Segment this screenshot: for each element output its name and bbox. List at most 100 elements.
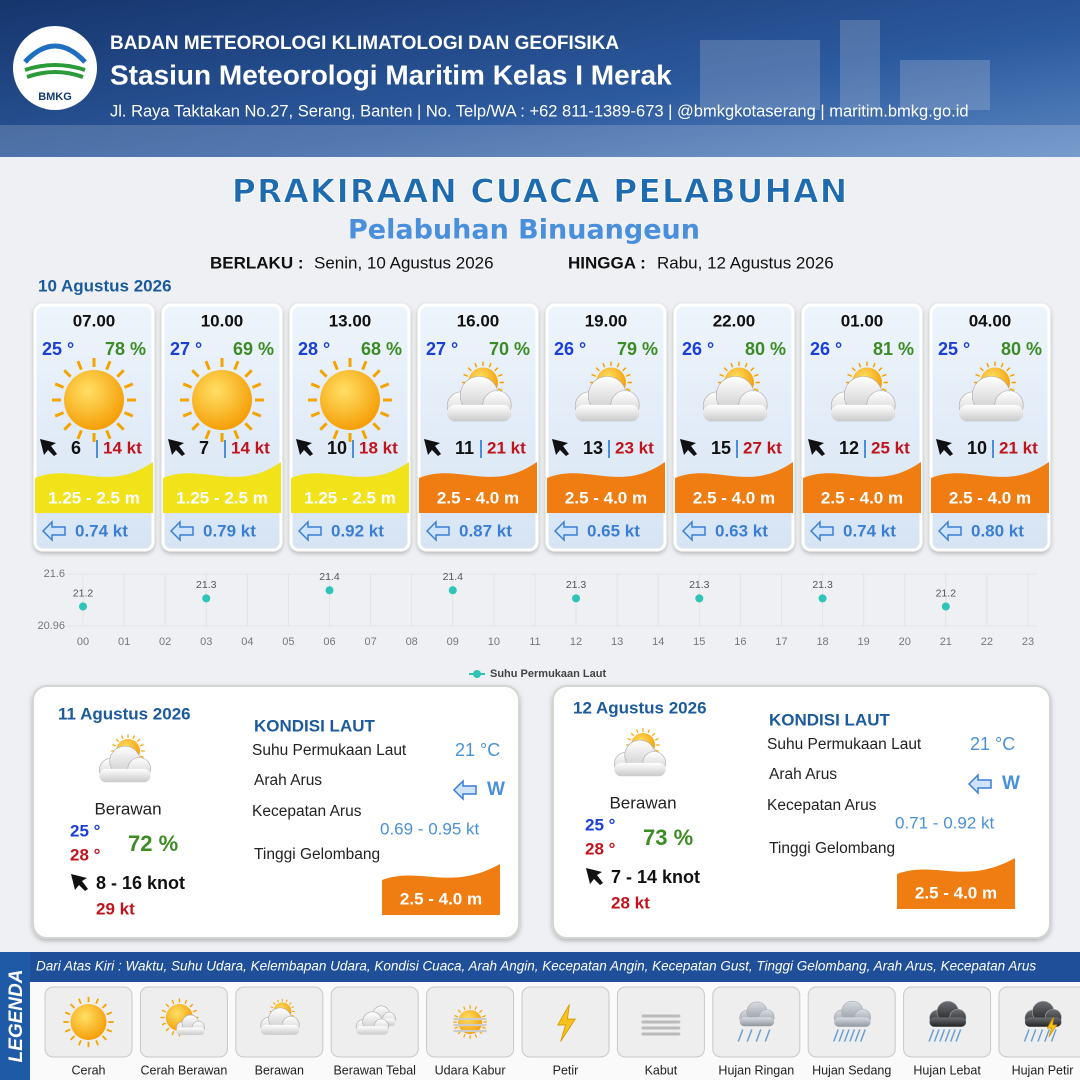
sun-ray [192, 1009, 198, 1013]
sun-ray [101, 1003, 107, 1009]
point-label: 21.3 [812, 579, 833, 591]
sun [192, 370, 252, 430]
rain [1050, 1029, 1057, 1042]
legend-item: Udara Kabur [435, 1063, 506, 1077]
sun [64, 370, 124, 430]
rain [1037, 1029, 1044, 1042]
x-tick-label: 19 [858, 636, 870, 648]
sun-ray [116, 369, 125, 378]
sun-ray [285, 999, 288, 1003]
sun-ray [463, 1006, 466, 1011]
sun-ray [95, 998, 99, 1005]
wave-band [382, 864, 500, 915]
point [695, 594, 704, 603]
x-tick-label: 06 [323, 636, 335, 648]
slot-gust: 14 kt [103, 438, 142, 457]
weather-icon [832, 1000, 871, 1042]
sun-ray [454, 1026, 459, 1029]
sun-ray [463, 373, 469, 377]
legend-item: Hujan Sedang [812, 1063, 891, 1077]
x-tick-label: 12 [570, 636, 582, 648]
sun-ray [112, 744, 117, 747]
sea-heading: KONDISI LAUT [769, 710, 891, 729]
current-arrow [937, 520, 962, 542]
slot-time: 01.00 [841, 311, 884, 330]
slot-humidity: 81 % [873, 339, 914, 359]
cloud [574, 376, 640, 422]
sun [70, 1004, 107, 1040]
slot-humidity: 80 % [1001, 339, 1042, 359]
sun-ray [654, 749, 659, 752]
x-tick-label: 03 [200, 636, 212, 648]
day-panel [32, 685, 520, 939]
legend-item: Hujan Ringan [718, 1063, 794, 1077]
rain [854, 1029, 861, 1042]
wind-arrow [586, 868, 603, 885]
day-wind: 7 - 14 knot [611, 867, 700, 887]
cloud [175, 1014, 205, 1035]
x-tick-label: 23 [1022, 636, 1034, 648]
slot-temp: 27 ° [426, 339, 458, 359]
sun-ray [750, 367, 755, 372]
legend-item: Hujan Lebat [913, 1063, 981, 1077]
current-arrow [809, 520, 834, 542]
day-temp-min: 25 ° [585, 815, 616, 834]
sun-ray [851, 367, 856, 372]
cloud [958, 376, 1024, 422]
slot-temp: 25 ° [42, 339, 74, 359]
slot-time: 13.00 [329, 311, 372, 330]
point-label: 21.2 [936, 587, 957, 599]
sun-ray [189, 1003, 194, 1008]
legend-item: Berawan [255, 1063, 304, 1077]
day-gust: 29 kt [96, 899, 135, 918]
sun-ray [78, 1039, 82, 1046]
sun-ray [184, 999, 188, 1005]
slot-gust: 14 kt [231, 438, 270, 457]
sun-ray [233, 360, 240, 371]
x-tick-label: 16 [734, 636, 746, 648]
valid-from-label: BERLAKU : [210, 253, 304, 272]
cloud-part [614, 762, 666, 777]
weather-icon [260, 998, 300, 1035]
x-tick-label: 04 [241, 636, 253, 648]
point [572, 594, 581, 603]
weather-icon [446, 361, 512, 422]
wave-band [931, 462, 1049, 513]
slot-time: 22.00 [713, 311, 756, 330]
legend-side-bar [0, 952, 30, 1080]
weather-icon [830, 361, 896, 422]
current-speed: 0.71 - 0.92 kt [895, 813, 995, 832]
point [325, 586, 334, 595]
wind-arrow [71, 874, 88, 891]
slot-wave: 1.25 - 2.5 m [176, 488, 268, 507]
sun-ray [105, 429, 112, 440]
wind-arrow [936, 439, 953, 456]
slot-wave: 2.5 - 4.0 m [437, 488, 519, 507]
current-arrow [452, 779, 477, 801]
wave-band [163, 462, 281, 513]
slot-wave: 2.5 - 4.0 m [821, 488, 903, 507]
sun-ray [64, 1028, 71, 1033]
sun-ray [132, 735, 135, 740]
sun-ray [204, 429, 211, 440]
rain [746, 1029, 753, 1042]
weather-icon [355, 1005, 396, 1035]
day-gust: 28 kt [611, 893, 650, 912]
slot-current: 0.65 kt [587, 521, 640, 540]
wind-arrow [296, 439, 313, 456]
wave-band [803, 462, 921, 513]
slot-current: 0.79 kt [203, 521, 256, 540]
day-date: 12 Agustus 2026 [573, 698, 707, 717]
sun-ray [474, 1006, 478, 1011]
cloud [833, 1000, 871, 1027]
sun-ray [497, 373, 503, 377]
sun-ray [291, 1006, 295, 1009]
sun-ray [1009, 388, 1015, 392]
slot-wind: 15 [711, 438, 731, 458]
rain [1044, 1029, 1050, 1042]
rain [832, 1029, 839, 1042]
current-arrow [169, 520, 194, 542]
cloud [98, 745, 151, 783]
point-label: 21.4 [443, 571, 464, 583]
slot-gust: 23 kt [615, 438, 654, 457]
